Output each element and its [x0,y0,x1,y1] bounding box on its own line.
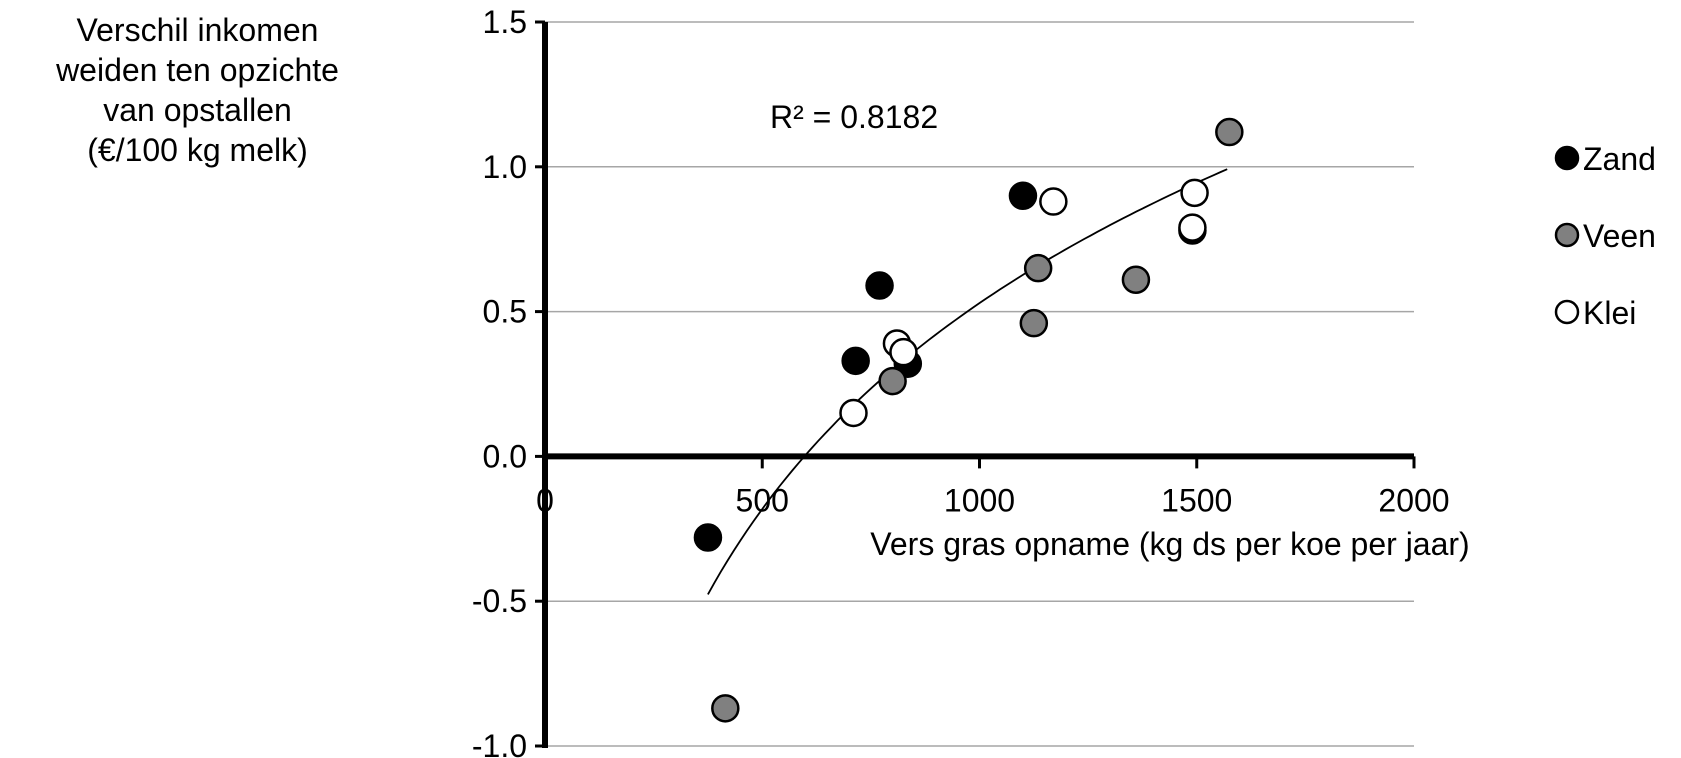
point-veen-4 [1121,265,1151,294]
legend-label-zand: Zand [1583,141,1656,177]
tick-labels: 1.5 1.0 0.5 0.0 -0.5 -1.0 0 500 1000 1500 2000 [472,4,1450,758]
axes [535,20,1416,748]
point-klei-4 [1178,213,1207,242]
y-tick-label-5: -1.0 [472,728,527,758]
point-zand-1 [841,346,870,376]
legend: Zand Veen Klei [1554,141,1656,331]
point-zand-0 [693,523,723,552]
point-klei-3 [1039,187,1068,216]
legend-marker-klei [1554,299,1580,325]
point-veen-2 [1019,308,1049,338]
legend-marker-veen [1554,222,1580,248]
data-points [693,117,1244,723]
trendline-group [707,168,1228,595]
x-tick-label-0: 0 [536,482,554,518]
x-tick-label-1: 500 [736,482,789,518]
y-axis-title-line-4: (€/100 kg melk) [87,132,308,168]
y-axis-title-line-1: Verschil inkomen [76,12,319,48]
y-axis-title-line-2: weiden ten opzichte [56,52,339,88]
x-tick-label-2: 1000 [944,482,1015,518]
x-tick-label-3: 1500 [1161,482,1232,518]
point-veen-1 [878,366,907,396]
y-axis-title: Verschil inkomen weiden ten opzichte van… [0,10,395,170]
gridlines [545,21,1414,747]
y-axis-title-line-3: van opstallen [103,92,292,128]
y-tick-label-1: 1.0 [483,149,527,185]
trendline [707,168,1228,595]
y-tick-label-4: -0.5 [472,583,527,619]
r-squared-label: R² = 0.8182 [770,99,938,135]
y-tick-label-3: 0.0 [483,438,527,474]
point-zand-4 [1008,181,1038,211]
y-tick-label-2: 0.5 [483,294,527,330]
legend-label-klei: Klei [1583,295,1636,331]
point-zand-2 [865,271,894,300]
point-veen-3 [1023,253,1053,283]
y-tick-label-0: 1.5 [483,4,527,40]
legend-label-veen: Veen [1583,218,1656,254]
point-klei-5 [1180,178,1209,208]
point-klei-0 [839,398,868,428]
x-axis-title: Vers gras opname (kg ds per koe per jaar… [870,526,1469,562]
x-tick-label-4: 2000 [1378,482,1449,518]
legend-marker-zand [1554,145,1580,171]
point-klei-2 [889,337,918,367]
point-veen-0 [711,694,740,723]
point-veen-5 [1215,117,1244,147]
